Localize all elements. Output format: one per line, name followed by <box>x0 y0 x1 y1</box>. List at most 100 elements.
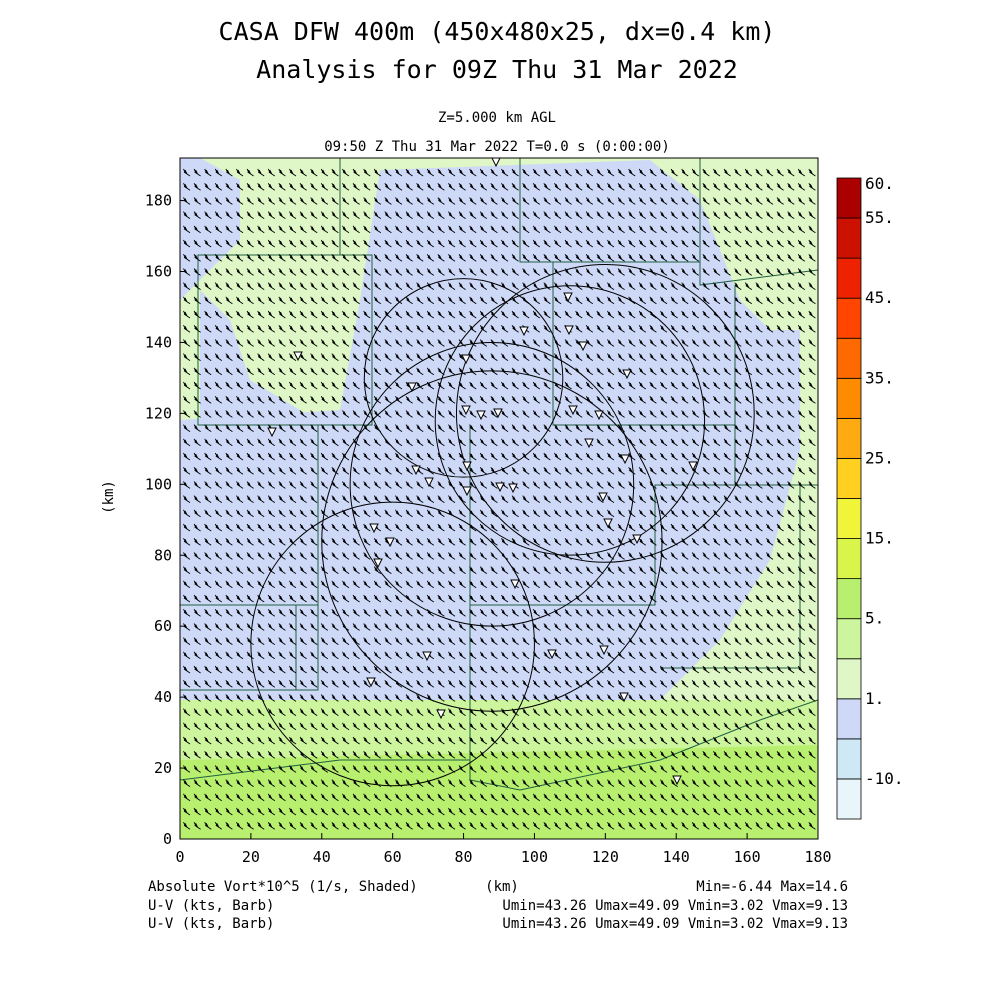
station-triangle <box>619 692 629 703</box>
footer-barb-label-1: U-V (kts, Barb) <box>148 898 274 914</box>
station-triangle <box>622 369 632 380</box>
station-triangle <box>369 523 379 534</box>
colorbar-swatch <box>836 538 862 580</box>
x-axis: 0 20 40 60 80 100 120 140 160 180 <box>175 833 832 866</box>
station-triangle <box>491 158 501 168</box>
y-tick-label: 100 <box>145 475 172 493</box>
x-tick-label: 140 <box>663 848 690 866</box>
plot-area <box>180 158 818 839</box>
station-triangle <box>424 477 434 488</box>
wind-barbs <box>183 168 816 830</box>
colorbar-swatch <box>836 297 862 339</box>
colorbar-swatch <box>836 177 862 219</box>
station-triangle <box>461 405 471 416</box>
y-tick-label: 40 <box>154 688 172 706</box>
station-markers <box>267 158 698 786</box>
level-label: Z=5.000 km AGL <box>438 110 556 126</box>
station-triangle <box>461 354 471 365</box>
colorbar-swatch <box>836 337 862 379</box>
colorbar-label: 55. <box>865 208 894 227</box>
chart-title-line1: CASA DFW 400m (450x480x25, dx=0.4 km) <box>219 17 776 46</box>
footer-barb-stats-1: Umin=43.26 Umax=49.09 Vmin=3.02 Vmax=9.1… <box>502 898 848 914</box>
colorbar-label: 35. <box>865 368 894 387</box>
colorbar-label: 25. <box>865 448 894 467</box>
colorbar-label: 5. <box>865 609 884 628</box>
colorbar-swatch <box>836 738 862 780</box>
y-axis: 0 20 40 60 80 100 120 140 160 180 <box>145 192 186 848</box>
y-tick-label: 60 <box>154 617 172 635</box>
x-tick-label: 20 <box>242 848 260 866</box>
x-tick-label: 160 <box>734 848 761 866</box>
station-triangle <box>508 483 518 494</box>
shade-blue-w <box>200 290 300 430</box>
x-tick-label: 120 <box>592 848 619 866</box>
station-triangle <box>584 438 594 449</box>
station-triangle <box>493 408 503 419</box>
colorbar-swatch <box>836 498 862 539</box>
range-ring <box>363 278 564 478</box>
shade-blue-nw <box>180 158 240 300</box>
shade-blue-band <box>180 160 800 700</box>
colorbar-swatch <box>836 658 862 700</box>
y-tick-label: 20 <box>154 759 172 777</box>
range-ring <box>250 501 535 787</box>
station-triangle <box>510 579 520 590</box>
footer-x-label: (km) <box>485 879 519 895</box>
y-tick-label: 180 <box>145 192 172 210</box>
range-ring <box>455 264 755 563</box>
colorbar-swatch <box>836 458 862 499</box>
station-triangle <box>599 645 609 656</box>
station-triangle <box>547 649 557 660</box>
station-triangle <box>563 292 573 303</box>
station-triangle <box>598 492 608 503</box>
x-tick-label: 40 <box>313 848 331 866</box>
station-triangle <box>620 454 630 465</box>
station-triangle <box>564 325 574 336</box>
station-triangle <box>568 405 578 416</box>
x-tick-label: 0 <box>175 848 184 866</box>
footer-barb-stats-2: Umin=43.26 Umax=49.09 Vmin=3.02 Vmax=9.1… <box>502 916 848 932</box>
x-tick-label: 80 <box>455 848 473 866</box>
station-triangle <box>462 486 472 497</box>
y-tick-label: 80 <box>154 546 172 564</box>
plot-frame <box>179 157 819 840</box>
colorbar-label: -10. <box>865 769 904 788</box>
time-label: 09:50 Z Thu 31 Mar 2022 T=0.0 s (0:00:00… <box>324 139 670 155</box>
station-triangle <box>407 382 417 393</box>
station-triangle <box>578 341 588 352</box>
station-triangle <box>476 410 486 421</box>
colorbar-swatch <box>836 698 862 740</box>
station-triangle <box>411 465 421 476</box>
station-triangle <box>632 534 642 545</box>
x-tick-label: 180 <box>804 848 831 866</box>
station-triangle <box>293 351 303 362</box>
colorbar: 60. 55. 45. 35. 25. 15. 5. 1. -10. <box>836 174 904 820</box>
colorbar-swatch <box>836 618 862 660</box>
station-triangle <box>422 651 432 662</box>
colorbar-swatch <box>836 377 862 419</box>
x-tick-label: 100 <box>521 848 548 866</box>
colorbar-label: 1. <box>865 689 884 708</box>
y-tick-label: 120 <box>145 404 172 422</box>
shade-green-dark <box>180 745 818 839</box>
range-ring <box>434 285 706 556</box>
y-tick-label: 0 <box>163 830 172 848</box>
station-triangle <box>594 410 604 421</box>
station-triangle <box>495 482 505 493</box>
station-triangle <box>366 677 376 688</box>
station-triangle <box>267 427 277 438</box>
station-triangle <box>385 537 395 548</box>
colorbar-swatch <box>836 257 862 299</box>
station-triangle <box>373 558 383 569</box>
footer-barb-label-2: U-V (kts, Barb) <box>148 916 274 932</box>
station-triangle <box>519 326 529 337</box>
colorbar-swatch <box>836 417 862 459</box>
colorbar-swatch <box>836 778 862 820</box>
station-triangle <box>672 775 682 786</box>
colorbar-label: 60. <box>865 174 894 193</box>
x-tick-label: 60 <box>384 848 402 866</box>
station-triangle <box>603 518 613 529</box>
station-triangle <box>688 461 698 472</box>
chart-title-line2: Analysis for 09Z Thu 31 Mar 2022 <box>256 55 738 84</box>
